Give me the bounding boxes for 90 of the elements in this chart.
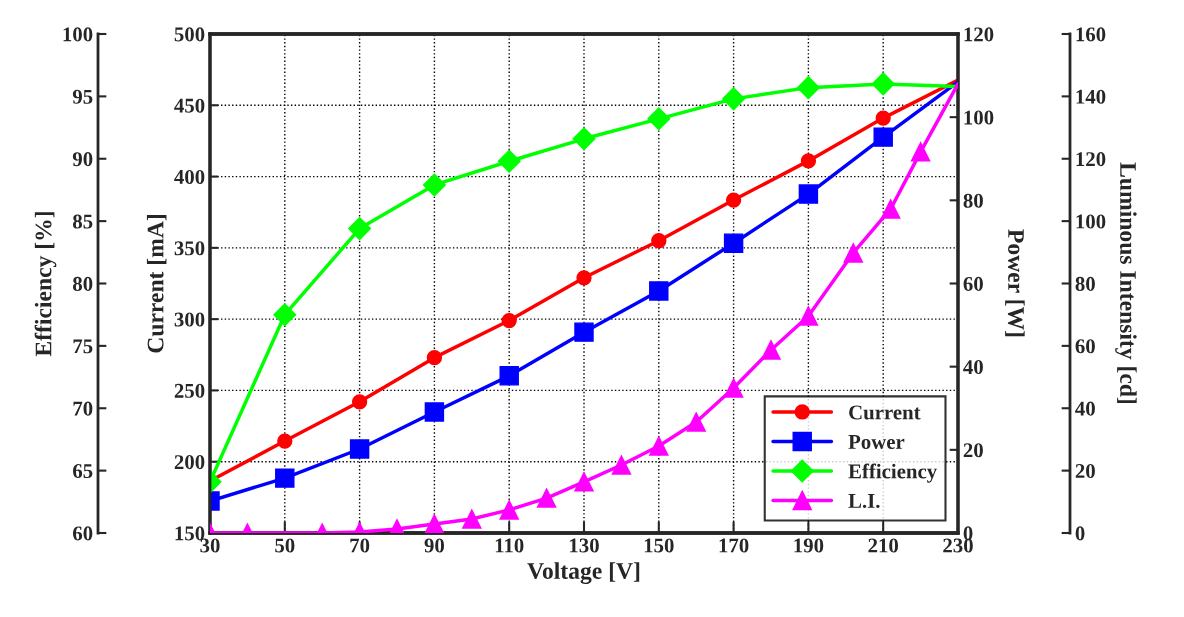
- point: [725, 192, 742, 208]
- y2-tick-label: 40: [963, 360, 983, 375]
- point: [647, 107, 671, 131]
- y3-tick-label: 80: [73, 276, 93, 291]
- point: [871, 72, 895, 96]
- y3-tick-label: 85: [73, 214, 93, 229]
- y2-tick-label: 120: [964, 27, 994, 42]
- point: [800, 153, 817, 169]
- y-axis-title: Luminous Intensity [cd]: [1115, 162, 1137, 404]
- point: [497, 149, 521, 173]
- y-tick-label: 60: [1075, 339, 1095, 354]
- point: [611, 455, 632, 475]
- y3-tick-label: 75: [73, 339, 93, 354]
- point: [462, 509, 482, 529]
- y3-tick-label: 90: [72, 152, 93, 167]
- y2-axis-title: Power [W]: [1005, 229, 1025, 337]
- point: [875, 110, 891, 126]
- point: [275, 468, 295, 488]
- point: [351, 394, 368, 410]
- point: [796, 76, 820, 100]
- x-tick-label: 50: [275, 538, 295, 553]
- y-tick-label: 200: [174, 455, 205, 470]
- y-tick-label: 160: [1076, 27, 1106, 42]
- point: [499, 366, 519, 386]
- x-tick-label: 90: [424, 538, 445, 553]
- point: [910, 142, 931, 162]
- point: [426, 349, 443, 366]
- point: [651, 233, 667, 249]
- point: [349, 439, 370, 459]
- y-tick-label: 140: [1076, 89, 1106, 104]
- y3-tick-label: 65: [73, 464, 93, 479]
- y-tick-label: 0: [1075, 526, 1085, 541]
- y-tick-label: 400: [174, 169, 205, 184]
- x-axis-title: Voltage [V]: [527, 562, 640, 584]
- point: [273, 303, 297, 327]
- y-tick-label: 80: [1075, 276, 1095, 291]
- point: [424, 402, 445, 422]
- point: [798, 184, 819, 204]
- y-tick-label: 40: [1075, 401, 1095, 416]
- y-tick-label: 500: [174, 27, 205, 42]
- y2-tick-label: 80: [963, 193, 983, 208]
- y3-tick-label: 70: [73, 401, 93, 416]
- x-tick-label: 110: [495, 538, 524, 553]
- point: [798, 306, 819, 326]
- point: [722, 87, 746, 111]
- legend-label: Power: [848, 435, 905, 449]
- point: [649, 436, 669, 456]
- point: [723, 378, 744, 398]
- point: [501, 312, 517, 329]
- y2-tick-label: 20: [963, 443, 983, 458]
- point: [761, 340, 781, 360]
- y-tick-label: 120: [1076, 152, 1106, 167]
- point: [843, 243, 864, 263]
- point: [686, 412, 706, 432]
- point: [574, 322, 594, 342]
- y-tick-label: 100: [1076, 214, 1106, 229]
- x-tick-label: 70: [350, 538, 370, 553]
- point: [574, 472, 594, 492]
- x-tick-label: 130: [570, 538, 599, 553]
- x-tick-label: 190: [794, 538, 824, 553]
- point: [424, 514, 445, 533]
- y-tick-label: 250: [174, 383, 205, 398]
- point: [649, 281, 669, 301]
- y-tick-label: 20: [1075, 464, 1095, 479]
- point: [348, 217, 372, 241]
- point: [576, 270, 592, 286]
- y-tick-label: 450: [174, 98, 205, 113]
- legend-label: Efficiency: [848, 463, 937, 483]
- point: [572, 127, 596, 151]
- y-tick-label: 300: [174, 312, 205, 327]
- point: [277, 433, 293, 449]
- x-tick-label: 170: [719, 538, 749, 553]
- y2-tick-label: 100: [964, 110, 994, 125]
- y-axis-title: Current [mA]: [146, 214, 167, 353]
- x-tick-label: 150: [644, 538, 674, 553]
- y3-tick-label: 100: [63, 27, 93, 42]
- y3-tick-label: 60: [73, 526, 93, 541]
- x-tick-label: 210: [868, 538, 899, 553]
- legend-label: Current: [849, 405, 921, 420]
- point: [873, 127, 893, 147]
- point: [880, 199, 901, 219]
- y3-axis-title: Efficiency [%]: [34, 212, 57, 357]
- y-tick-label: 350: [174, 241, 205, 256]
- point: [536, 488, 557, 508]
- y3-tick-label: 95: [72, 89, 93, 104]
- legend-label: L.I.: [848, 494, 880, 509]
- point: [723, 233, 744, 253]
- point: [422, 173, 446, 197]
- point: [499, 500, 519, 520]
- y2-tick-label: 60: [963, 276, 983, 291]
